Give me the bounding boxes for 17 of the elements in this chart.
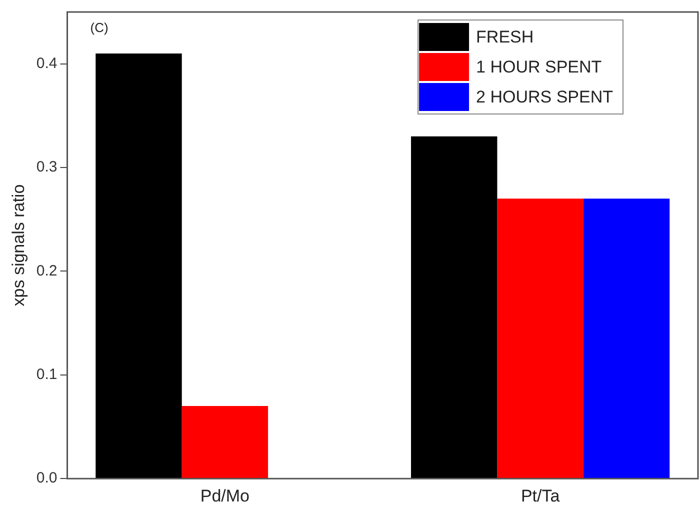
legend-label: 1 HOUR SPENT xyxy=(476,58,602,77)
legend-label: FRESH xyxy=(476,28,534,47)
y-tick-label: 0.0 xyxy=(36,470,58,487)
bar xyxy=(497,198,584,478)
y-axis-title: xps signals ratio xyxy=(8,184,28,306)
y-tick-label: 0.1 xyxy=(36,366,58,384)
legend-label: 2 HOURS SPENT xyxy=(476,88,614,107)
bar xyxy=(96,53,182,478)
annotation: (C) xyxy=(90,20,108,36)
y-tick-label: 0.3 xyxy=(36,158,58,176)
x-tick-label: Pd/Mo xyxy=(200,486,250,506)
x-tick-label: Pt/Ta xyxy=(520,486,560,506)
bar xyxy=(411,136,498,478)
bar xyxy=(583,198,670,478)
y-tick-label: 0.2 xyxy=(36,262,58,280)
bar xyxy=(182,406,268,478)
y-tick-label: 0.4 xyxy=(36,54,58,72)
